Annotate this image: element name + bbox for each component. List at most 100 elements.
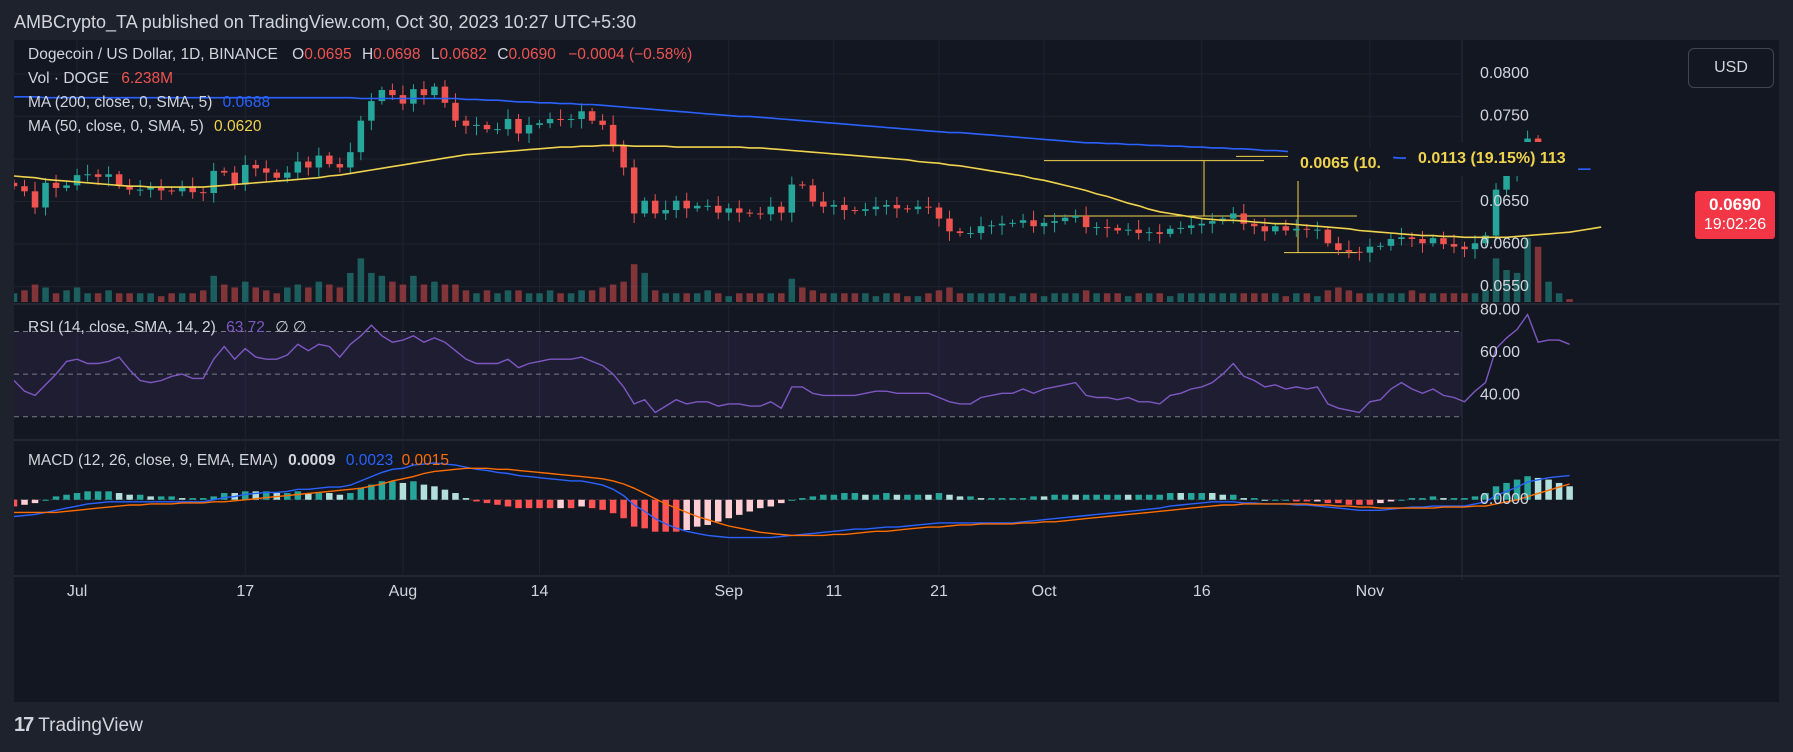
price-legend: Dogecoin / US Dollar, 1D, BINANCE O0.069… xyxy=(28,46,692,64)
macd-histogram-bar xyxy=(284,493,291,500)
candle xyxy=(904,204,911,213)
macd-histogram-bar xyxy=(672,499,680,532)
macd-histogram-bar xyxy=(168,496,175,500)
measure-label-1[interactable]: 0.0065 (10. xyxy=(1288,147,1393,181)
macd-histogram-bar xyxy=(1482,493,1489,500)
volume-bar xyxy=(1177,293,1184,302)
candle xyxy=(1051,213,1058,233)
candle-body xyxy=(1377,245,1384,247)
candle-body xyxy=(1398,237,1405,239)
volume-bar xyxy=(305,287,312,302)
volume-bar xyxy=(599,287,606,302)
ma50-label: MA (50, close, 0, SMA, 5) xyxy=(28,118,204,135)
macd-histogram-bar xyxy=(778,499,785,504)
volume-bar xyxy=(368,272,375,302)
macd-histogram-bar xyxy=(956,496,964,500)
volume-bar xyxy=(946,287,953,302)
candle xyxy=(588,107,596,125)
candle xyxy=(157,179,165,201)
tradingview-logo[interactable]: 17 TradingView xyxy=(14,714,143,737)
volume-bar xyxy=(326,284,333,302)
candle xyxy=(336,157,344,173)
candle-body xyxy=(1335,243,1342,251)
macd-histogram-bar xyxy=(105,491,112,500)
candle xyxy=(473,116,480,136)
measure-label-2[interactable]: 0.0113 (19.15%) 113 xyxy=(1406,142,1578,176)
candle xyxy=(1366,238,1374,263)
macd-histogram-bar xyxy=(473,499,480,502)
volume-bar xyxy=(714,293,722,302)
volume-bar xyxy=(1208,293,1216,302)
volume-bar xyxy=(284,287,291,302)
volume-bar xyxy=(841,293,848,302)
candle-body xyxy=(1072,216,1079,218)
volume-legend: Vol · DOGE 6.238M xyxy=(28,70,173,88)
macd-line-value: 0.0023 xyxy=(345,452,394,469)
macd-histogram-bar xyxy=(1145,494,1153,500)
chart-canvas[interactable]: 0.08000.07500.07000.06500.06000.055080.0… xyxy=(14,40,1779,702)
volume-bar xyxy=(1545,281,1552,302)
macd-histogram-bar xyxy=(830,494,838,500)
candle-body xyxy=(147,187,154,190)
volume-bar xyxy=(1240,293,1248,302)
candle xyxy=(105,166,112,187)
candle-body xyxy=(1282,226,1290,231)
high-value: 0.0698 xyxy=(373,46,421,63)
macd-histogram-bar xyxy=(704,499,711,525)
candle xyxy=(1492,183,1500,241)
candle-body xyxy=(1040,222,1048,227)
candle xyxy=(420,81,428,105)
macd-histogram-bar xyxy=(31,499,39,504)
volume-bar xyxy=(1555,293,1563,302)
macd-histogram-bar xyxy=(84,491,91,500)
candle-body xyxy=(273,172,281,178)
candle xyxy=(998,215,1006,235)
volume-bar xyxy=(1124,296,1132,302)
candle-body xyxy=(357,120,365,153)
candle-body xyxy=(410,89,417,104)
volume-bar xyxy=(1009,296,1016,302)
x-tick-label: Nov xyxy=(1356,583,1384,600)
macd-histogram-bar xyxy=(757,499,764,509)
macd-histogram-bar xyxy=(1061,494,1069,500)
volume-bar xyxy=(1198,293,1205,302)
candle xyxy=(63,181,70,192)
candle xyxy=(294,151,302,180)
ma50-line xyxy=(14,144,1602,239)
volume-bar xyxy=(410,275,417,302)
candle xyxy=(883,200,890,215)
ma50-value: 0.0620 xyxy=(214,118,262,135)
candle-body xyxy=(420,89,428,96)
currency-button[interactable]: USD xyxy=(1688,48,1774,88)
volume-bar xyxy=(1166,296,1174,302)
candle-body xyxy=(567,118,575,120)
candle-body xyxy=(473,124,480,126)
candle xyxy=(136,180,144,197)
volume-bar xyxy=(14,293,18,302)
macd-histogram-bar xyxy=(1219,494,1227,500)
last-price: 0.0690 xyxy=(1709,195,1761,214)
candle-body xyxy=(1440,238,1447,245)
volume-bar xyxy=(357,258,365,302)
macd-histogram-bar xyxy=(1009,498,1016,500)
macd-histogram-bar xyxy=(115,493,123,500)
volume-bar xyxy=(504,290,512,302)
volume-bar xyxy=(1419,293,1426,302)
x-tick-label: 16 xyxy=(1193,583,1211,600)
chart-panel[interactable]: 0.08000.07500.07000.06500.06000.055080.0… xyxy=(14,40,1779,702)
candle-body xyxy=(609,124,617,146)
volume-bar xyxy=(672,293,680,302)
volume-bar xyxy=(851,293,859,302)
candle xyxy=(1440,231,1447,250)
candle-body xyxy=(788,184,796,213)
volume-bar xyxy=(567,293,575,302)
candle-body xyxy=(126,185,133,190)
macd-histogram-bar xyxy=(1114,494,1121,500)
volume-bar xyxy=(1366,293,1374,302)
volume-bar xyxy=(1482,290,1489,302)
macd-histogram-bar xyxy=(1524,476,1531,500)
macd-histogram-bar xyxy=(1555,482,1563,500)
candle xyxy=(357,115,365,161)
candle-body xyxy=(1124,229,1132,231)
volume-bar xyxy=(967,293,974,302)
